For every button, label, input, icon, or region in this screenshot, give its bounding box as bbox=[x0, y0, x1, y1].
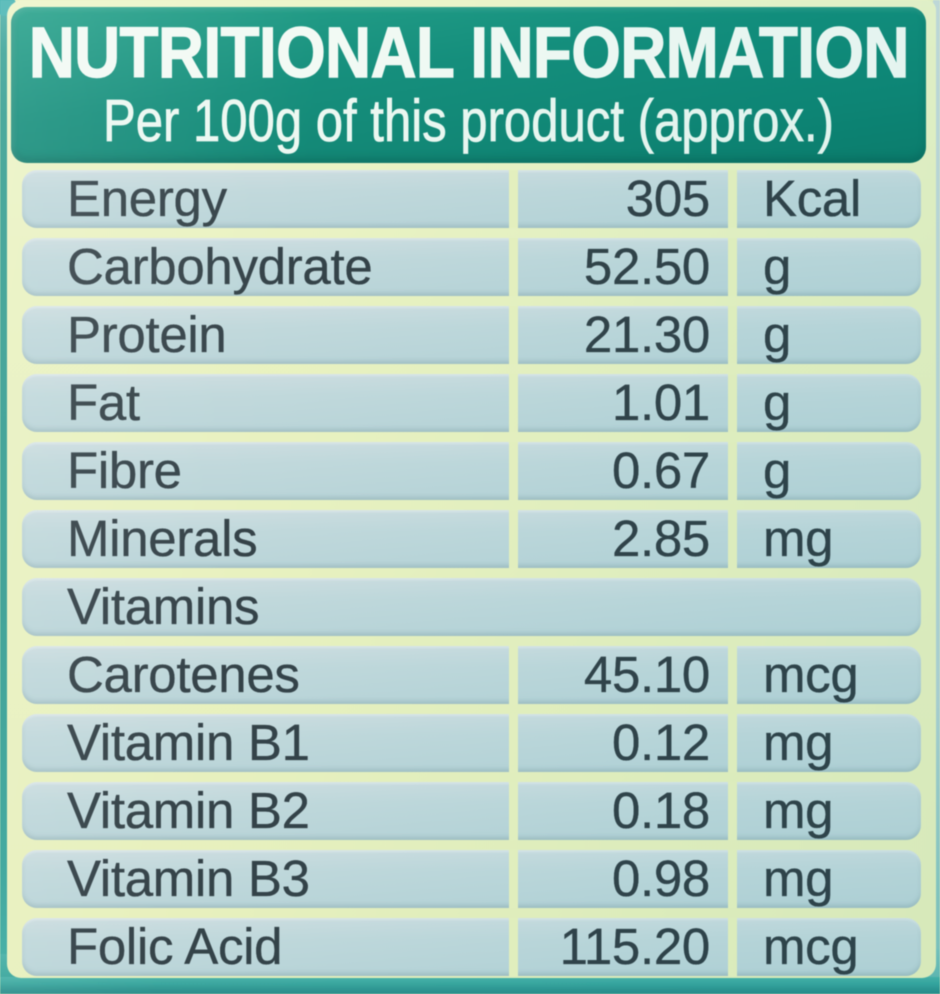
nutrient-value: 2.85 bbox=[611, 510, 711, 567]
nutrient-unit: g bbox=[763, 238, 792, 295]
column-divider bbox=[509, 306, 518, 364]
column-divider bbox=[728, 442, 737, 500]
table-row: Fat 1.01 g bbox=[22, 374, 921, 432]
nutrient-name: Energy bbox=[67, 170, 227, 227]
nutrient-name: Vitamins bbox=[67, 578, 260, 635]
nutrient-unit: Kcal bbox=[763, 170, 862, 227]
table-row: Folic Acid 115.20 mcg bbox=[22, 918, 921, 976]
nutrient-unit: mg bbox=[763, 850, 834, 907]
column-divider bbox=[728, 714, 737, 772]
label-title: NUTRITIONAL INFORMATION bbox=[28, 14, 910, 93]
nutrient-unit: mg bbox=[763, 510, 834, 567]
column-divider bbox=[728, 850, 737, 908]
nutrient-value: 52.50 bbox=[583, 238, 711, 295]
column-divider bbox=[509, 850, 518, 908]
nutrient-name: Vitamin B1 bbox=[67, 714, 310, 771]
nutrient-unit: g bbox=[763, 442, 792, 499]
column-divider bbox=[509, 238, 518, 296]
column-divider bbox=[728, 374, 737, 432]
table-row: Minerals 2.85 mg bbox=[22, 510, 921, 568]
title-line: NUTRITIONAL INFORMATION bbox=[11, 14, 926, 93]
nutrient-name: Carbohydrate bbox=[67, 238, 373, 295]
column-divider bbox=[509, 782, 518, 840]
nutrient-name: Carotenes bbox=[67, 646, 300, 703]
nutrient-name: Protein bbox=[67, 306, 227, 363]
nutrient-value: 0.98 bbox=[611, 850, 711, 907]
column-divider bbox=[509, 646, 518, 704]
table-row: Vitamin B2 0.18 mg bbox=[22, 782, 921, 840]
nutrient-value: 0.67 bbox=[611, 442, 711, 499]
subtitle-line: Per 100g of this product (approx.) bbox=[11, 88, 926, 154]
column-divider bbox=[509, 374, 518, 432]
column-divider bbox=[509, 714, 518, 772]
table-row: Vitamin B3 0.98 mg bbox=[22, 850, 921, 908]
table-row: Carbohydrate 52.50 g bbox=[22, 238, 921, 296]
label-subtitle: Per 100g of this product (approx.) bbox=[102, 88, 835, 154]
table-row: Carotenes 45.10 mcg bbox=[22, 646, 921, 704]
table-row: Energy 305 Kcal bbox=[22, 170, 921, 228]
nutrient-unit: g bbox=[763, 306, 792, 363]
photo-bottom-edge bbox=[0, 977, 940, 994]
nutrient-name: Fibre bbox=[67, 442, 182, 499]
nutrition-label: NUTRITIONAL INFORMATION Per 100g of this… bbox=[7, 0, 936, 978]
table-row: Vitamin B1 0.12 mg bbox=[22, 714, 921, 772]
column-divider bbox=[728, 782, 737, 840]
column-divider bbox=[728, 918, 737, 976]
table-section-row: Vitamins bbox=[22, 578, 921, 636]
nutrient-value: 1.01 bbox=[611, 374, 711, 431]
column-divider bbox=[509, 170, 518, 228]
photo-right-edge bbox=[933, 0, 940, 994]
nutrient-value: 115.20 bbox=[559, 918, 710, 975]
column-divider bbox=[728, 306, 737, 364]
nutrient-value: 305 bbox=[625, 170, 711, 227]
nutrient-unit: g bbox=[763, 374, 792, 431]
nutrient-value: 45.10 bbox=[583, 646, 711, 703]
column-divider bbox=[728, 170, 737, 228]
nutrient-name: Folic Acid bbox=[67, 918, 283, 975]
column-divider bbox=[728, 646, 737, 704]
column-divider bbox=[728, 238, 737, 296]
nutrient-value: 0.12 bbox=[611, 714, 711, 771]
table-row: Protein 21.30 g bbox=[22, 306, 921, 364]
nutrient-unit: mcg bbox=[763, 646, 859, 703]
column-divider bbox=[728, 510, 737, 568]
nutrient-unit: mg bbox=[763, 782, 834, 839]
label-header: NUTRITIONAL INFORMATION Per 100g of this… bbox=[11, 7, 926, 163]
nutrient-name: Vitamin B2 bbox=[67, 782, 310, 839]
column-divider bbox=[509, 918, 518, 976]
nutrition-table: Energy 305 Kcal Carbohydrate 52.50 g Pro… bbox=[22, 170, 921, 976]
nutrient-name: Minerals bbox=[67, 510, 258, 567]
column-divider bbox=[509, 442, 518, 500]
nutrient-value: 21.30 bbox=[583, 306, 711, 363]
nutrient-name: Fat bbox=[67, 374, 140, 431]
photo-left-edge bbox=[0, 0, 9, 994]
column-divider bbox=[509, 510, 518, 568]
nutrient-unit: mg bbox=[763, 714, 834, 771]
nutrient-name: Vitamin B3 bbox=[67, 850, 310, 907]
nutrient-value: 0.18 bbox=[611, 782, 711, 839]
table-row: Fibre 0.67 g bbox=[22, 442, 921, 500]
nutrient-unit: mcg bbox=[763, 918, 859, 975]
